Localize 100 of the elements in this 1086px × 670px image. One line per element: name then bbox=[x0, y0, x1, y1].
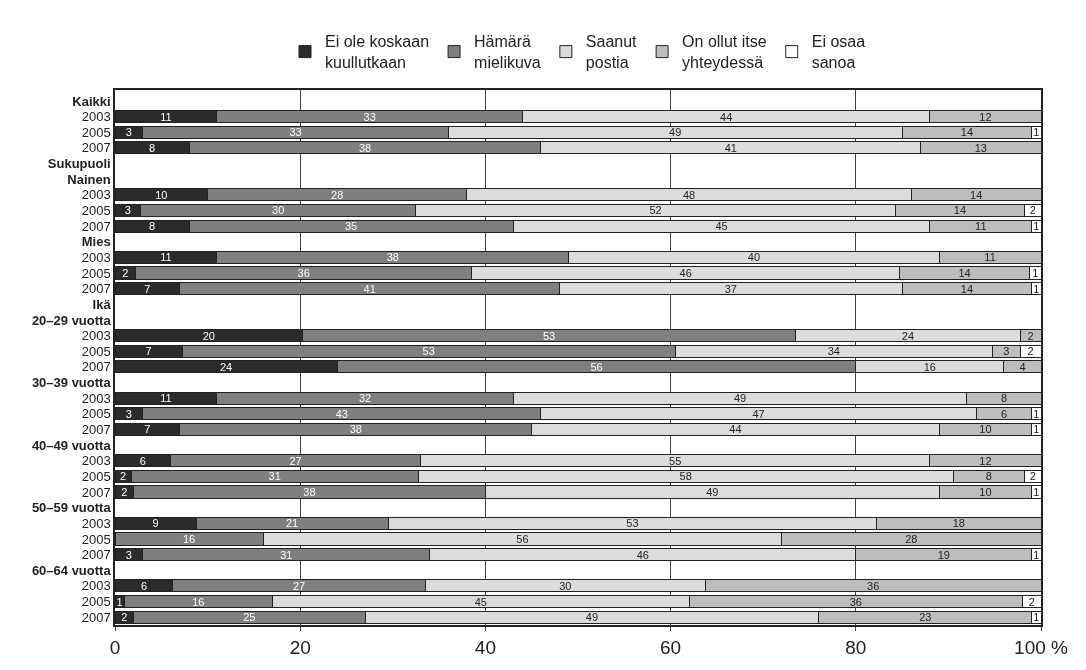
data-label: 33 bbox=[363, 110, 376, 123]
y-tick-label: 2005 bbox=[81, 594, 111, 610]
data-label: 1 bbox=[1033, 423, 1040, 436]
x-tick-label: 40 bbox=[474, 636, 496, 658]
data-label: 21 bbox=[285, 517, 299, 530]
data-label: 6 bbox=[140, 579, 147, 592]
y-tick-label: 2003 bbox=[81, 515, 111, 531]
data-label: 36 bbox=[849, 595, 862, 608]
data-label: 31 bbox=[280, 548, 293, 561]
data-label: 8 bbox=[148, 220, 156, 233]
data-label: 28 bbox=[905, 532, 918, 545]
data-label: 56 bbox=[590, 360, 603, 373]
y-tick-label: 2003 bbox=[81, 187, 111, 203]
x-tick-label: 60 bbox=[660, 636, 682, 658]
data-label: 14 bbox=[970, 188, 983, 201]
data-label: 14 bbox=[953, 204, 967, 217]
data-label: 58 bbox=[679, 470, 692, 483]
y-tick-label: 2005 bbox=[81, 406, 111, 422]
data-label: 16 bbox=[182, 532, 196, 545]
data-label: 3 bbox=[125, 407, 132, 420]
data-label: 10 bbox=[979, 486, 992, 499]
data-label: 11 bbox=[984, 251, 996, 264]
y-tick-label: 2003 bbox=[81, 249, 111, 265]
data-label: 11 bbox=[160, 392, 172, 405]
data-label: 49 bbox=[585, 611, 599, 624]
data-label: 11 bbox=[160, 110, 172, 123]
y-tick-label: 2007 bbox=[81, 140, 111, 156]
data-label: 2 bbox=[1029, 470, 1036, 483]
x-tick-label: 100 % bbox=[1014, 636, 1069, 658]
data-label: 16 bbox=[192, 595, 205, 608]
x-tick-label: 80 bbox=[845, 636, 867, 658]
y-tick-label: 2007 bbox=[81, 281, 111, 297]
data-label: 36 bbox=[297, 267, 310, 280]
y-tick-label: Nainen bbox=[67, 171, 111, 187]
data-label: 3 bbox=[125, 126, 132, 139]
data-label: 6 bbox=[139, 454, 146, 467]
data-label: 41 bbox=[363, 282, 376, 295]
data-label: 1 bbox=[1033, 126, 1040, 139]
data-label: 14 bbox=[958, 267, 971, 280]
data-label: 13 bbox=[974, 141, 987, 154]
data-label: 2 bbox=[1027, 345, 1034, 358]
data-label: 1 bbox=[1033, 548, 1040, 561]
data-label: 6 bbox=[1000, 407, 1008, 420]
data-label: 1 bbox=[1032, 267, 1039, 280]
data-label: 14 bbox=[960, 282, 974, 295]
data-label: 52 bbox=[649, 204, 662, 217]
data-label: 9 bbox=[152, 517, 159, 530]
data-label: 30 bbox=[559, 579, 572, 592]
y-tick-label: Kaikki bbox=[72, 93, 111, 109]
data-label: 7 bbox=[145, 345, 152, 358]
data-label: 46 bbox=[679, 267, 692, 280]
data-label: 4 bbox=[1019, 360, 1026, 373]
data-label: 3 bbox=[1003, 345, 1010, 358]
y-tick-label: Sukupuoli bbox=[47, 156, 111, 172]
y-tick-label: 20–29 vuotta bbox=[31, 312, 112, 328]
data-label: 14 bbox=[960, 126, 974, 139]
y-tick-label: 2003 bbox=[81, 578, 111, 594]
data-label: 38 bbox=[358, 141, 372, 154]
data-label: 46 bbox=[636, 548, 649, 561]
data-label: 2 bbox=[121, 611, 128, 624]
x-tick-label: 0 bbox=[109, 636, 121, 658]
y-tick-label: 2007 bbox=[81, 609, 111, 625]
y-tick-label: 40–49 vuotta bbox=[31, 437, 112, 453]
data-label: 1 bbox=[1033, 611, 1040, 624]
data-label: 41 bbox=[724, 141, 737, 154]
data-label: 24 bbox=[219, 360, 233, 373]
data-label: 8 bbox=[985, 470, 992, 483]
data-label: 11 bbox=[975, 220, 987, 233]
data-label: 38 bbox=[386, 251, 399, 264]
y-tick-label: 50–59 vuotta bbox=[31, 500, 112, 516]
data-label: 47 bbox=[752, 407, 765, 420]
data-label: 3 bbox=[125, 548, 132, 561]
y-tick-label: 2003 bbox=[81, 390, 111, 406]
data-label: 49 bbox=[669, 126, 682, 139]
data-label: 11 bbox=[160, 251, 172, 264]
data-label: 40 bbox=[747, 251, 761, 264]
legend-label: Ei osaa sanoa bbox=[811, 33, 866, 72]
data-label: 56 bbox=[516, 532, 529, 545]
data-label: 27 bbox=[292, 579, 306, 592]
data-label: 44 bbox=[720, 110, 733, 123]
data-label: 31 bbox=[268, 470, 281, 483]
data-label: 1 bbox=[1033, 407, 1040, 420]
data-label: 33 bbox=[289, 126, 302, 139]
y-tick-label: 2003 bbox=[81, 109, 111, 125]
y-tick-label: 30–39 vuotta bbox=[31, 375, 112, 391]
data-label: 30 bbox=[272, 204, 285, 217]
y-tick-label: 2007 bbox=[81, 218, 111, 234]
y-tick-label: 2007 bbox=[81, 484, 111, 500]
data-label: 49 bbox=[706, 486, 719, 499]
data-label: 48 bbox=[682, 188, 696, 201]
data-label: 32 bbox=[358, 392, 372, 405]
data-label: 53 bbox=[422, 345, 435, 358]
data-label: 2 bbox=[122, 267, 129, 280]
legend-label: Saanut postia bbox=[585, 33, 638, 72]
legend-label: Hämärä mielikuva bbox=[474, 33, 541, 72]
y-tick-label: 2007 bbox=[81, 359, 111, 375]
y-tick-label: Ikä bbox=[92, 296, 112, 312]
data-label: 16 bbox=[923, 360, 937, 373]
y-tick-label: 2005 bbox=[81, 468, 111, 484]
data-label: 7 bbox=[144, 423, 151, 436]
